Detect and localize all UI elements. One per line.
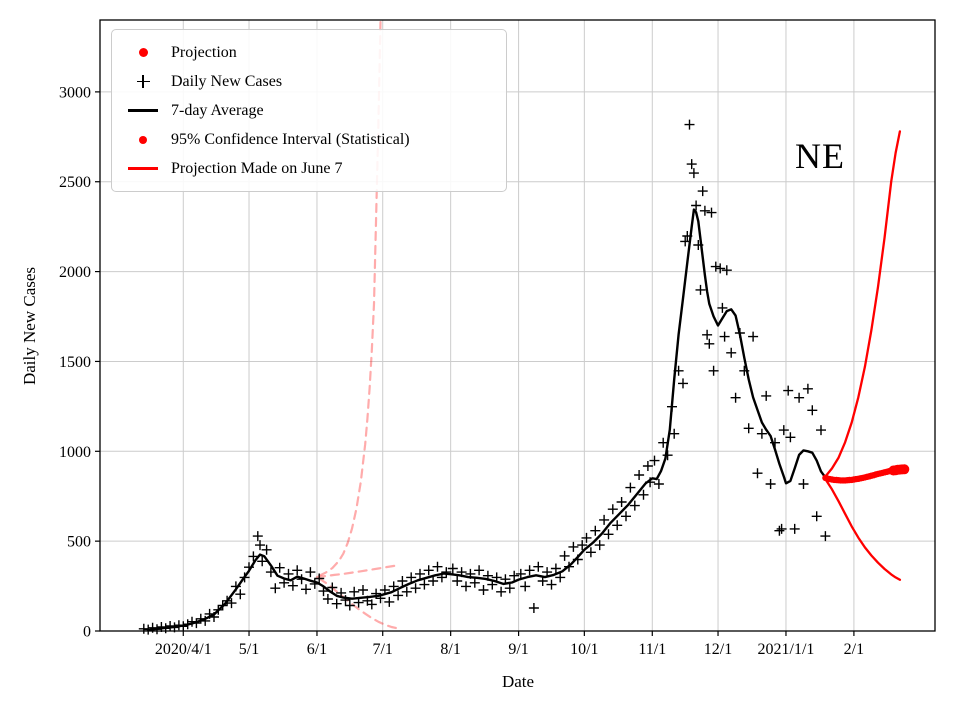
legend-label-7day-average: 7-day Average bbox=[171, 101, 264, 119]
series-june7-projection-center bbox=[315, 564, 397, 579]
series-projection-dots bbox=[822, 464, 910, 484]
series-daily-new-cases bbox=[138, 119, 831, 635]
series-current-ci-lower bbox=[824, 477, 902, 581]
series-seven-day-average bbox=[146, 208, 827, 632]
legend-item-confidence-interval: 95% Confidence Interval (Statistical) bbox=[122, 125, 496, 154]
tick-labels: 2020/4/1 5/1 6/1 7/1 8/1 9/1 10/1 11/1 12/1 2021/… bbox=[59, 84, 864, 658]
state-annotation: NE bbox=[795, 136, 845, 176]
x-tick-label: 9/1 bbox=[508, 641, 528, 658]
y-tick-label: 2000 bbox=[59, 264, 91, 281]
y-tick-label: 1500 bbox=[59, 354, 91, 371]
legend-item-daily-new-cases: Daily New Cases bbox=[122, 67, 496, 96]
series-june7-projection-upper-ci bbox=[318, 20, 382, 577]
legend-label-june7-projection: Projection Made on June 7 bbox=[171, 159, 343, 177]
red-line-marker-icon bbox=[122, 167, 164, 170]
legend-item-7day-average: 7-day Average bbox=[122, 96, 496, 125]
plot-border bbox=[99, 19, 936, 632]
y-tick-label: 3000 bbox=[59, 84, 91, 101]
chart-legend: Projection Daily New Cases 7-day Average… bbox=[111, 29, 507, 192]
x-tick-label: 6/1 bbox=[307, 641, 327, 658]
x-tick-label: 7/1 bbox=[372, 641, 392, 658]
x-tick-label: 8/1 bbox=[440, 641, 460, 658]
x-tick-label: 11/1 bbox=[638, 641, 666, 658]
x-tick-label: 10/1 bbox=[570, 641, 598, 658]
red-dot-small-marker-icon bbox=[122, 135, 164, 144]
legend-item-june7-projection: Projection Made on June 7 bbox=[122, 154, 496, 183]
plus-marker-icon bbox=[122, 75, 164, 88]
red-dot-marker-icon bbox=[122, 48, 164, 57]
legend-label-projection: Projection bbox=[171, 43, 237, 61]
x-tick-label: 2021/1/1 bbox=[758, 641, 815, 658]
legend-label-confidence-interval: 95% Confidence Interval (Statistical) bbox=[171, 130, 410, 148]
y-tick-label: 1000 bbox=[59, 444, 91, 461]
y-tick-label: 500 bbox=[67, 534, 91, 551]
legend-label-daily-new-cases: Daily New Cases bbox=[171, 72, 283, 90]
y-tick-label: 0 bbox=[83, 624, 91, 641]
black-line-marker-icon bbox=[122, 109, 164, 112]
y-tick-label: 2500 bbox=[59, 174, 91, 191]
x-tick-label: 2020/4/1 bbox=[155, 641, 212, 658]
x-axis-label: Date bbox=[501, 672, 535, 691]
series-current-ci-upper bbox=[824, 130, 902, 478]
y-axis-label: Daily New Cases bbox=[20, 266, 39, 386]
x-tick-label: 2/1 bbox=[844, 641, 864, 658]
legend-item-projection: Projection bbox=[122, 38, 496, 67]
x-tick-label: 5/1 bbox=[239, 641, 259, 658]
x-tick-label: 12/1 bbox=[704, 641, 732, 658]
